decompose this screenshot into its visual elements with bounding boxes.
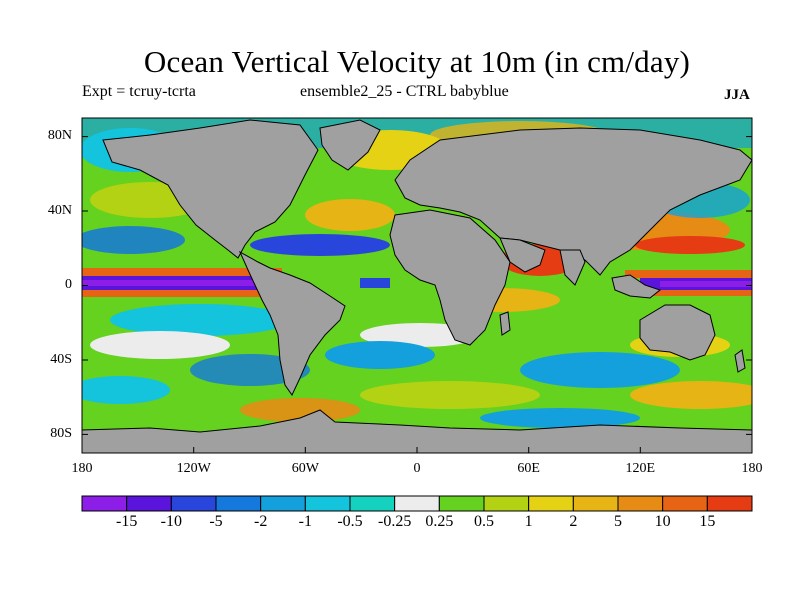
y-tick-label-40n: 40N bbox=[47, 203, 72, 218]
colorbar-label: -15 bbox=[115, 513, 138, 530]
subtitle-ensemble: ensemble2_25 - CTRL babyblue bbox=[300, 83, 509, 100]
colorbar-label: -5 bbox=[209, 513, 223, 530]
subtitle-season: JJA bbox=[724, 87, 750, 103]
colorbar-label: -1 bbox=[298, 513, 312, 530]
colorbar-label: 5 bbox=[614, 513, 622, 530]
colorbar-swatch bbox=[617, 495, 664, 512]
y-tick-label-0: 0 bbox=[65, 277, 72, 292]
subtitle-experiment: Expt = tcruy-tcrta bbox=[82, 83, 196, 100]
y-tick-label-40s: 40S bbox=[50, 352, 72, 367]
maritime-continent bbox=[611, 274, 662, 299]
australia bbox=[639, 304, 716, 361]
equatorial-band bbox=[82, 268, 752, 297]
y-tick-label-80s: 80S bbox=[50, 426, 72, 441]
x-tick-label-180w: 180 bbox=[71, 461, 93, 476]
y-tick-marks bbox=[82, 136, 752, 453]
colorbar-swatch bbox=[438, 495, 485, 512]
north-america bbox=[102, 119, 319, 259]
x-tick-label-0: 0 bbox=[413, 461, 421, 476]
colorbar-label: 1 bbox=[524, 513, 533, 530]
colorbar-swatch bbox=[483, 495, 530, 512]
colorbar-swatch bbox=[662, 495, 708, 512]
colorbar-swatch bbox=[572, 495, 619, 512]
x-tick-label-120e: 120E bbox=[625, 461, 656, 476]
madagascar bbox=[499, 311, 511, 336]
colorbar bbox=[81, 495, 753, 512]
x-tick-label-120w: 120W bbox=[176, 461, 211, 476]
antarctica bbox=[82, 409, 752, 453]
colorbar-label: 0.5 bbox=[474, 513, 494, 530]
colorbar-swatch bbox=[528, 495, 574, 512]
colorbar-swatch bbox=[170, 495, 217, 512]
x-tick-label-180e: 180 bbox=[741, 461, 763, 476]
south-america bbox=[238, 250, 346, 396]
colorbar-swatch bbox=[81, 495, 128, 512]
india bbox=[559, 249, 586, 286]
arabia bbox=[499, 237, 546, 273]
colorbar-label: 10 bbox=[654, 513, 671, 530]
colorbar-swatch bbox=[215, 495, 262, 512]
colorbar-label: 15 bbox=[699, 513, 716, 530]
colorbar-swatch bbox=[304, 495, 351, 512]
new-zealand bbox=[734, 349, 746, 373]
greenland bbox=[319, 119, 381, 171]
map-panel bbox=[82, 118, 752, 453]
colorbar-label: -10 bbox=[160, 513, 182, 530]
colorbar-label: -0.25 bbox=[377, 513, 412, 530]
colorbar-label: -0.5 bbox=[337, 513, 363, 530]
colorbar-label: 2 bbox=[569, 513, 578, 530]
x-tick-label-60w: 60W bbox=[291, 461, 319, 476]
page-title: Ocean Vertical Velocity at 10m (in cm/da… bbox=[143, 44, 691, 79]
colorbar-swatch bbox=[349, 495, 396, 512]
colorbar-label: -2 bbox=[253, 513, 268, 530]
colorbar-swatch bbox=[706, 495, 753, 512]
africa bbox=[389, 209, 511, 346]
colorbar-swatch bbox=[394, 495, 440, 512]
land bbox=[82, 119, 752, 453]
x-tick-label-60e: 60E bbox=[517, 461, 540, 476]
colorbar-swatch bbox=[260, 495, 306, 512]
eurasia bbox=[394, 127, 752, 276]
y-tick-label-80n: 80N bbox=[47, 128, 72, 143]
colorbar-swatch bbox=[126, 495, 172, 512]
colorbar-label: 0.25 bbox=[425, 513, 454, 530]
